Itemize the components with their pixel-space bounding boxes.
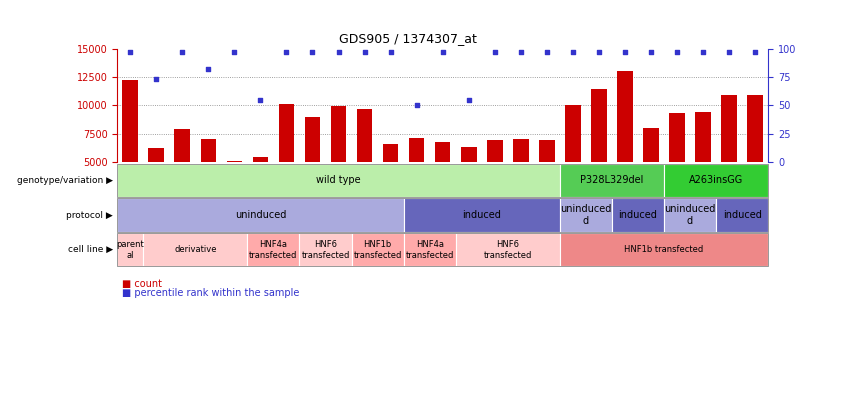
Point xyxy=(123,49,137,55)
Bar xyxy=(357,109,372,219)
Bar xyxy=(227,161,242,219)
Point xyxy=(696,49,710,55)
Point xyxy=(540,49,554,55)
Bar xyxy=(513,139,529,219)
Text: derivative: derivative xyxy=(174,245,216,254)
Text: ■ count: ■ count xyxy=(122,279,161,289)
Text: genotype/variation ▶: genotype/variation ▶ xyxy=(16,176,113,185)
Bar xyxy=(148,148,164,219)
Bar xyxy=(279,104,294,219)
Text: HNF1b transfected: HNF1b transfected xyxy=(624,245,704,254)
Text: induced: induced xyxy=(723,210,761,220)
Point xyxy=(410,102,424,109)
Text: uninduced: uninduced xyxy=(234,210,286,220)
Point xyxy=(670,49,684,55)
Text: HNF6
transfected: HNF6 transfected xyxy=(301,240,350,260)
Bar xyxy=(617,71,633,219)
Point xyxy=(358,49,372,55)
Text: protocol ▶: protocol ▶ xyxy=(66,211,113,220)
Bar xyxy=(565,105,581,219)
Text: parent
al: parent al xyxy=(116,240,144,260)
Point xyxy=(306,49,319,55)
Point xyxy=(748,49,762,55)
Point xyxy=(514,49,528,55)
Point xyxy=(175,49,189,55)
Bar xyxy=(253,158,268,219)
Text: ■ percentile rank within the sample: ■ percentile rank within the sample xyxy=(122,288,299,298)
Point xyxy=(722,49,736,55)
Text: uninduced
d: uninduced d xyxy=(664,204,716,226)
Text: induced: induced xyxy=(619,210,657,220)
Bar xyxy=(174,129,190,219)
Point xyxy=(462,96,476,103)
Text: HNF6
transfected: HNF6 transfected xyxy=(483,240,532,260)
Point xyxy=(384,49,398,55)
Text: HNF4a
transfected: HNF4a transfected xyxy=(405,240,454,260)
Text: uninduced
d: uninduced d xyxy=(560,204,612,226)
Point xyxy=(488,49,502,55)
Bar xyxy=(305,117,320,219)
Text: A263insGG: A263insGG xyxy=(689,175,743,185)
Bar xyxy=(331,107,346,219)
Bar xyxy=(643,128,659,219)
Bar xyxy=(461,147,477,219)
Point xyxy=(201,66,215,72)
Text: induced: induced xyxy=(463,210,501,220)
Bar xyxy=(695,112,711,219)
Bar xyxy=(669,113,685,219)
Text: cell line ▶: cell line ▶ xyxy=(68,245,113,254)
Point xyxy=(566,49,580,55)
Text: P328L329del: P328L329del xyxy=(580,175,644,185)
Text: wild type: wild type xyxy=(316,175,361,185)
Bar xyxy=(487,141,503,219)
Point xyxy=(592,49,606,55)
Point xyxy=(332,49,345,55)
Bar xyxy=(539,141,555,219)
Point xyxy=(644,49,658,55)
Bar xyxy=(201,139,216,219)
Point xyxy=(436,49,450,55)
Bar xyxy=(122,80,138,219)
Text: HNF4a
transfected: HNF4a transfected xyxy=(249,240,298,260)
Text: HNF1b
transfected: HNF1b transfected xyxy=(353,240,402,260)
Bar xyxy=(591,90,607,219)
Bar xyxy=(747,95,763,219)
Bar xyxy=(721,95,737,219)
Point xyxy=(618,49,632,55)
Bar xyxy=(383,144,398,219)
Bar xyxy=(409,138,424,219)
Bar xyxy=(435,142,450,219)
Point xyxy=(149,76,163,83)
Point xyxy=(227,49,241,55)
Point xyxy=(253,96,267,103)
Text: GDS905 / 1374307_at: GDS905 / 1374307_at xyxy=(339,32,477,45)
Point xyxy=(279,49,293,55)
